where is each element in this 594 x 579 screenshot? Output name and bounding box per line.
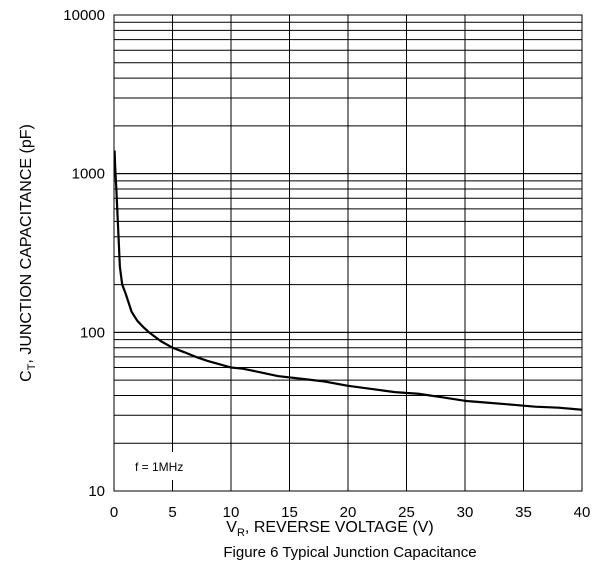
x-tick-label: 15: [281, 504, 298, 521]
plot-frame: [113, 14, 583, 492]
x-tick-label: 5: [168, 504, 176, 521]
y-tick-label: 10: [88, 483, 105, 500]
x-axis-label: VR, REVERSE VOLTAGE (V): [226, 519, 433, 539]
x-tick-label: 0: [110, 504, 118, 521]
x-tick-label: 10: [223, 504, 240, 521]
x-axis-label-sub: R: [237, 527, 245, 539]
y-tick-labels: 10 100 1000 10000: [63, 7, 105, 500]
grid: [113, 14, 583, 492]
x-axis-label-prefix: V: [226, 519, 237, 536]
y-tick-label: 10000: [63, 7, 105, 24]
y-axis-label: CT, JUNCTION CAPACITANCE (pF): [18, 124, 38, 382]
x-tick-label: 40: [574, 504, 591, 521]
x-tick-label: 35: [515, 504, 532, 521]
x-axis-label-suffix: , REVERSE VOLTAGE (V): [245, 519, 434, 536]
y-tick-label: 1000: [72, 166, 105, 183]
y-axis-label-prefix: C: [18, 370, 35, 382]
y-tick-label: 100: [80, 324, 105, 341]
x-tick-label: 20: [340, 504, 357, 521]
x-tick-label: 30: [457, 504, 474, 521]
figure-caption: Figure 6 Typical Junction Capacitance: [223, 544, 476, 561]
annotation-box: [134, 452, 214, 480]
y-axis-label-sub: T: [26, 363, 38, 370]
annotation-frequency: f = 1MHz: [135, 460, 183, 474]
x-tick-labels: 0 5 10 15 20 25 30 35 40: [110, 504, 591, 521]
y-axis-label-suffix: , JUNCTION CAPACITANCE (pF): [18, 124, 35, 363]
x-tick-label: 25: [398, 504, 415, 521]
capacitance-curve: [113, 150, 583, 411]
